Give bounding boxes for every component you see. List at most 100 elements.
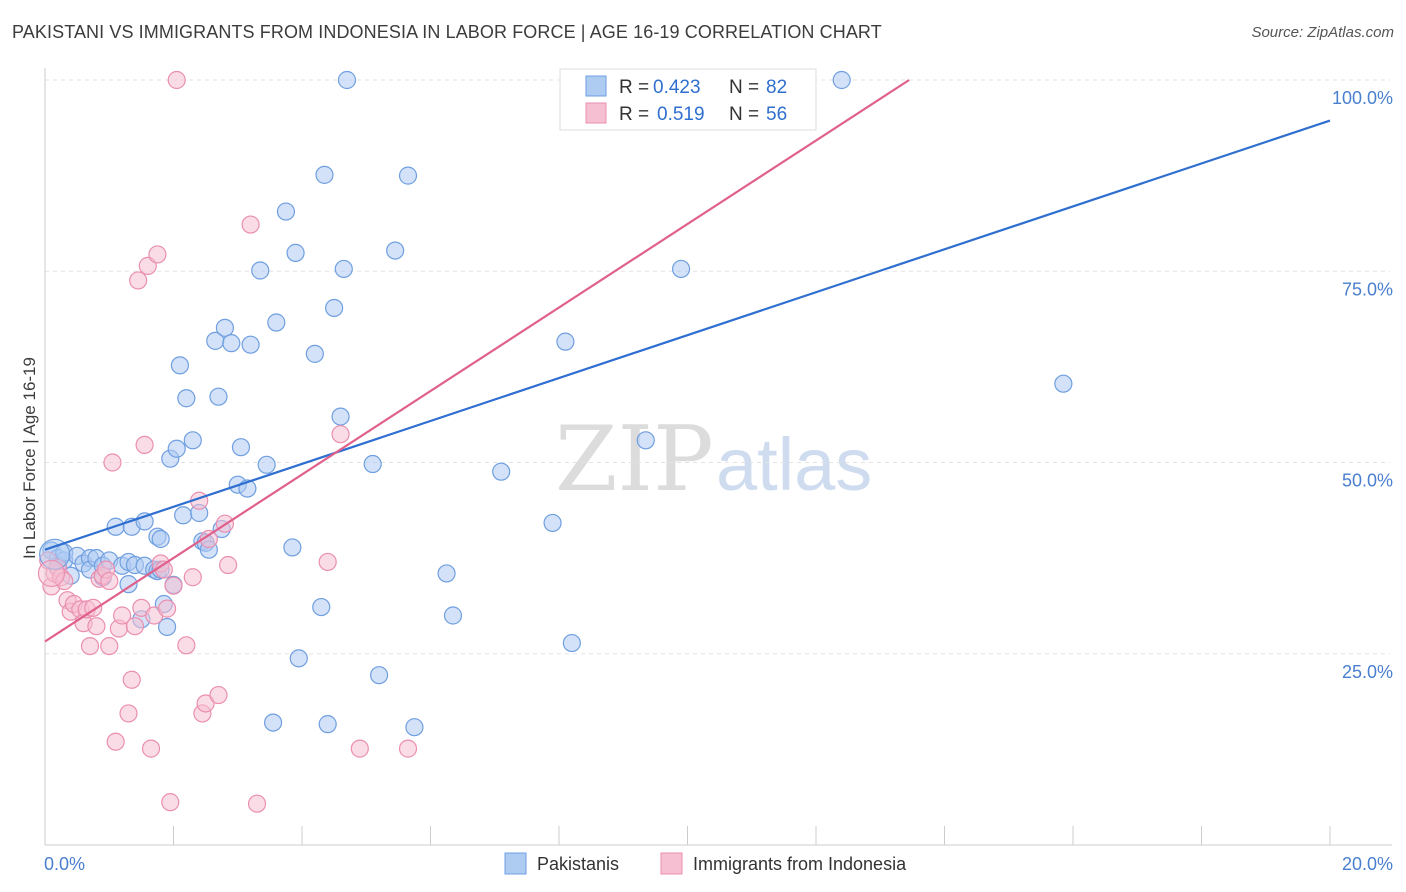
pakistani-point (443, 606, 463, 625)
indonesia-point (161, 793, 180, 812)
pakistani-point (257, 455, 276, 474)
pakistani-point (334, 259, 353, 279)
legend-n-value-1: 82 (766, 77, 787, 98)
y-tick-label: 100.0% (1332, 88, 1393, 108)
bottom-legend-swatch-pakistanis (504, 852, 527, 875)
indonesia-point (350, 739, 369, 758)
pakistani-point (276, 202, 296, 221)
y-tick-label: 50.0% (1342, 471, 1393, 491)
pakistani-point (157, 617, 177, 637)
indonesia-point (148, 245, 167, 264)
indonesia-point (100, 636, 119, 656)
indonesia-point (122, 670, 141, 689)
indonesia-point (125, 617, 145, 636)
watermark-zip: ZIP (555, 407, 714, 512)
pakistani-point (437, 564, 456, 583)
pakistani-point (289, 649, 308, 668)
pakistani-point (492, 462, 511, 481)
legend-n-value-2: 56 (766, 104, 787, 125)
indonesia-point (80, 636, 100, 656)
pakistani-point (318, 715, 337, 734)
indonesia-point (119, 704, 138, 723)
indonesia-point (167, 70, 186, 90)
pakistani-point (267, 313, 286, 332)
bottom-legend-label-indonesia: Immigrants from Indonesia (693, 854, 907, 874)
pakistani-point (119, 575, 138, 594)
indonesia-point (196, 694, 215, 713)
pakistani-trend-line (44, 119, 1331, 551)
legend-swatch-indonesia (585, 102, 607, 124)
series-legend: Pakistanis Immigrants from Indonesia (504, 852, 907, 875)
pakistani-point (241, 335, 260, 354)
indonesia-point (177, 636, 196, 655)
pakistani-point (370, 666, 389, 685)
correlation-legend: R = 0.423 N = 82 R = 0.519 N = 56 (559, 68, 817, 131)
pakistani-point (636, 431, 655, 450)
axis-layer: 25.0% 50.0% 75.0% 100.0% 0.0% 20.0% (44, 68, 1393, 874)
indonesia-point (199, 529, 218, 549)
indonesia-point (100, 571, 119, 591)
pakistani-point (363, 454, 382, 474)
indonesia-point (398, 739, 418, 758)
pakistani-point (556, 332, 575, 351)
indonesia-point (219, 555, 238, 575)
indonesia-point (87, 617, 106, 636)
indonesia-point (183, 568, 202, 587)
indonesia-point (129, 271, 148, 290)
pakistani-point (398, 166, 418, 185)
pakistani-point (209, 387, 228, 406)
legend-r-label-2: R = (619, 104, 649, 125)
pakistani-point (231, 438, 251, 457)
pakistani-point (543, 513, 562, 533)
bottom-legend-label-pakistanis: Pakistanis (537, 854, 619, 874)
pakistani-point (215, 318, 234, 337)
pakistani-point (1054, 374, 1073, 393)
x-tick-label: 0.0% (44, 854, 85, 874)
legend-swatch-pakistanis (585, 75, 607, 97)
indonesia-point (209, 685, 228, 705)
indonesia-point (103, 453, 122, 472)
bottom-legend-swatch-indonesia (660, 852, 683, 875)
pakistani-point (183, 431, 202, 450)
pakistani-point (832, 70, 851, 90)
pakistani-point (170, 356, 190, 375)
pakistani-point (177, 389, 196, 408)
indonesia-cluster-point (37, 559, 66, 588)
pakistani-point (671, 259, 691, 279)
watermark-atlas: atlas (716, 423, 872, 506)
legend-n-label-1: N = (729, 77, 759, 98)
pakistani-point (174, 506, 193, 525)
indonesia-point (164, 576, 183, 595)
indonesia-trend-line (44, 79, 910, 643)
indonesia-point (331, 425, 350, 444)
pakistani-point (263, 713, 283, 732)
pakistani-point (151, 529, 170, 549)
pakistani-point (305, 344, 324, 363)
chart-title: PAKISTANI VS IMMIGRANTS FROM INDONESIA I… (12, 22, 882, 42)
indonesia-point (135, 435, 154, 455)
indonesia-point (241, 215, 260, 234)
indonesia-point (318, 552, 337, 572)
pakistani-point (251, 261, 270, 280)
chart-source: Source: ZipAtlas.com (1251, 24, 1394, 41)
y-tick-label: 25.0% (1342, 662, 1393, 682)
pakistani-point (286, 243, 305, 262)
indonesia-point (141, 739, 161, 758)
legend-r-value-1: 0.423 (653, 77, 701, 98)
legend-r-label-1: R = (619, 77, 649, 98)
pakistani-point (562, 633, 581, 653)
pakistani-point (325, 298, 344, 318)
legend-r-value-2: 0.519 (657, 104, 705, 125)
pakistani-point (283, 538, 302, 557)
pakistani-point (222, 334, 241, 353)
legend-n-label-2: N = (729, 104, 759, 125)
trend-layer (44, 79, 1331, 643)
pakistani-point (331, 407, 350, 426)
y-axis-label: In Labor Force | Age 16-19 (20, 357, 39, 559)
points-layer (37, 70, 1073, 813)
pakistani-point (312, 597, 331, 617)
pakistani-point (167, 439, 186, 458)
pakistani-point (337, 70, 357, 90)
series-points-pakistanis (42, 70, 1073, 737)
